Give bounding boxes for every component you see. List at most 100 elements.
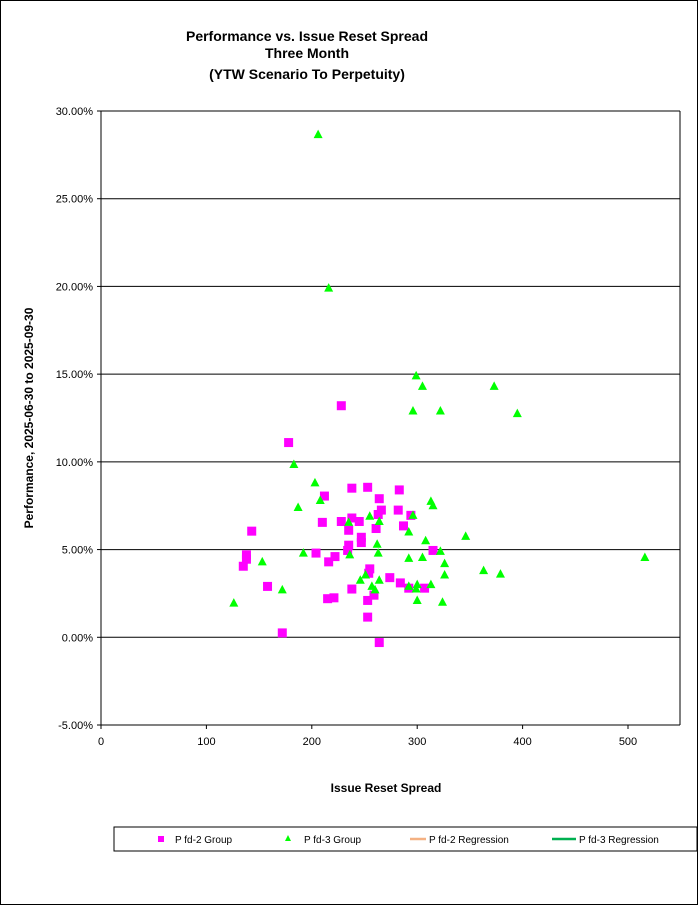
pfd3-point — [315, 495, 325, 504]
pfd2-point — [329, 593, 339, 603]
pfd3-point — [408, 510, 418, 519]
x-tick-label: 300 — [408, 736, 426, 748]
pfd3-point — [426, 579, 436, 589]
pfd3-point — [293, 502, 303, 511]
pfd3-point — [257, 556, 267, 566]
x-axis-label: Issue Reset Spread — [331, 781, 442, 795]
pfd2-point — [364, 568, 374, 578]
x-tick-label: 500 — [619, 736, 637, 748]
pfd2-point — [354, 517, 364, 527]
x-tick-label: 400 — [513, 736, 531, 748]
pfd2-point — [323, 594, 333, 604]
pfd2-point — [420, 583, 430, 593]
y-tick-label: 20.00% — [56, 281, 94, 293]
pfd2-point — [344, 540, 354, 550]
pfd3-point — [435, 546, 445, 555]
pfd2-point — [336, 517, 346, 527]
pfd2-point — [284, 438, 294, 448]
pfd3-point — [428, 500, 438, 510]
pfd2-point — [371, 524, 381, 534]
pfd3-point — [412, 595, 422, 604]
pfd3-point — [324, 283, 334, 292]
legend-pfd2-marker — [158, 836, 164, 842]
pfd3-point — [313, 129, 323, 139]
pfd3-point — [373, 548, 383, 557]
pfd3-point — [310, 477, 320, 487]
pfd3-point — [440, 558, 450, 568]
pfd3-point — [365, 511, 375, 520]
pfd3-point — [489, 381, 499, 390]
legend-pfd3-label: P fd-3 Group — [304, 835, 362, 846]
pfd3-point — [411, 370, 421, 380]
pfd2-point — [369, 590, 379, 600]
pfd2-point — [319, 491, 329, 501]
pfd3-point — [479, 565, 489, 575]
pfd3-point — [344, 517, 354, 526]
pfd2-point — [311, 548, 321, 558]
pfd2-point — [330, 552, 340, 562]
pfd3-point — [404, 581, 414, 590]
x-tick-label: 200 — [303, 736, 321, 748]
pfd2-point — [263, 581, 273, 591]
pfd3-point — [495, 569, 505, 578]
pfd3-point — [289, 459, 299, 468]
pfd3-point — [404, 553, 414, 562]
legend-pfd3-marker — [285, 835, 291, 841]
pfd3-point — [229, 598, 239, 607]
pfd2-point — [317, 517, 327, 527]
y-tick-label: 0.00% — [62, 632, 93, 644]
pfd3-point — [640, 552, 650, 561]
y-tick-label: 25.00% — [56, 194, 94, 206]
pfd3-point — [412, 579, 422, 589]
pfd3-point — [435, 405, 445, 415]
pfd2-point — [347, 483, 357, 493]
pfd2-point — [324, 557, 334, 567]
y-tick-label: -5.00% — [58, 720, 93, 732]
pfd2-point — [398, 521, 408, 531]
y-tick-label: 10.00% — [56, 457, 94, 469]
pfd3-point — [437, 597, 447, 606]
pfd2-point — [394, 485, 404, 495]
pfd2-point — [374, 494, 384, 504]
pfd3-point — [417, 381, 427, 390]
pfd3-point — [370, 584, 380, 594]
pfd3-point — [374, 516, 384, 526]
pfd2-point — [247, 526, 257, 536]
pfd2-point — [395, 578, 405, 588]
pfd2-point — [385, 573, 395, 583]
pfd2-point — [336, 401, 346, 411]
pfd3-point — [355, 575, 365, 584]
pfd3-point — [404, 527, 414, 536]
pfd3-point — [512, 408, 522, 418]
x-tick-label: 0 — [98, 736, 104, 748]
pfd2-point — [393, 505, 403, 515]
pfd2-point — [241, 554, 251, 564]
pfd2-point — [343, 545, 353, 555]
pfd2-point — [428, 545, 438, 555]
pfd3-point — [374, 575, 384, 584]
pfd2-point — [344, 525, 354, 535]
pfd3-point — [277, 584, 287, 594]
pfd3-point — [298, 548, 308, 557]
pfd3-point — [417, 552, 427, 561]
legend-pfd2-regression-label: P fd-2 Regression — [429, 835, 509, 846]
y-tick-label: 5.00% — [62, 545, 93, 557]
pfd3-point — [361, 570, 371, 579]
pfd3-point — [421, 535, 431, 545]
pfd2-point — [277, 628, 287, 638]
pfd3-point — [461, 531, 471, 540]
legend-box — [113, 826, 698, 852]
pfd2-point — [356, 538, 366, 548]
pfd2-point — [347, 584, 357, 594]
pfd2-point — [373, 509, 383, 519]
pfd3-point — [408, 405, 418, 415]
pfd2-point — [356, 532, 366, 542]
pfd3-point — [411, 584, 421, 593]
pfd2-point — [238, 561, 248, 571]
pfd3-point — [372, 539, 382, 548]
pfd3-point — [345, 549, 355, 559]
pfd3-point — [440, 570, 450, 579]
y-axis-label: Performance, 2025-06-30 to 2025-09-30 — [22, 307, 36, 528]
x-tick-label: 100 — [197, 736, 215, 748]
